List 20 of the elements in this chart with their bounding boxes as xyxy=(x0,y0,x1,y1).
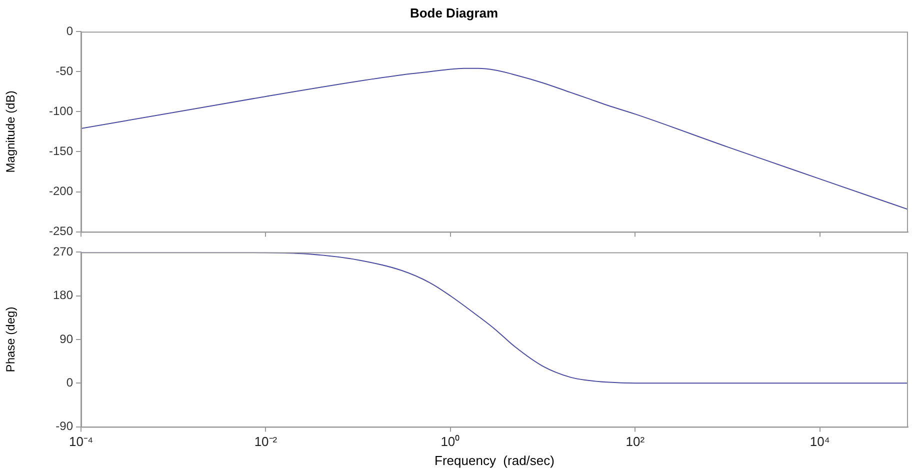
x-axis-title: Frequency (rad/sec) xyxy=(434,452,554,468)
x-tick-label: 10⁻⁴ xyxy=(68,434,94,450)
x-tick-label: 10⁴ xyxy=(810,434,830,450)
y-tick-label: -150 xyxy=(48,144,74,158)
x-tick-label: 10⁰ xyxy=(440,434,460,450)
y-tick-label: 90 xyxy=(60,332,74,346)
x-tick-label: 10² xyxy=(626,434,646,450)
y-tick-label: -100 xyxy=(48,104,74,118)
y-tick-label: -250 xyxy=(48,224,74,238)
y-tick-label: 180 xyxy=(52,288,74,302)
y-tick-label: 0 xyxy=(66,24,74,38)
x-tick-label: 10⁻² xyxy=(254,434,278,450)
y-tick-label: 0 xyxy=(66,375,74,390)
y-tick-label: -50 xyxy=(56,64,74,78)
chart-title: Bode Diagram xyxy=(410,5,498,20)
y-axis-title: Magnitude (dB) xyxy=(4,90,18,173)
y-tick-label: -200 xyxy=(48,184,74,198)
y-tick-label: -90 xyxy=(56,419,74,434)
y-tick-label: 270 xyxy=(52,244,74,259)
y-axis-title: Phase (deg) xyxy=(4,306,18,372)
